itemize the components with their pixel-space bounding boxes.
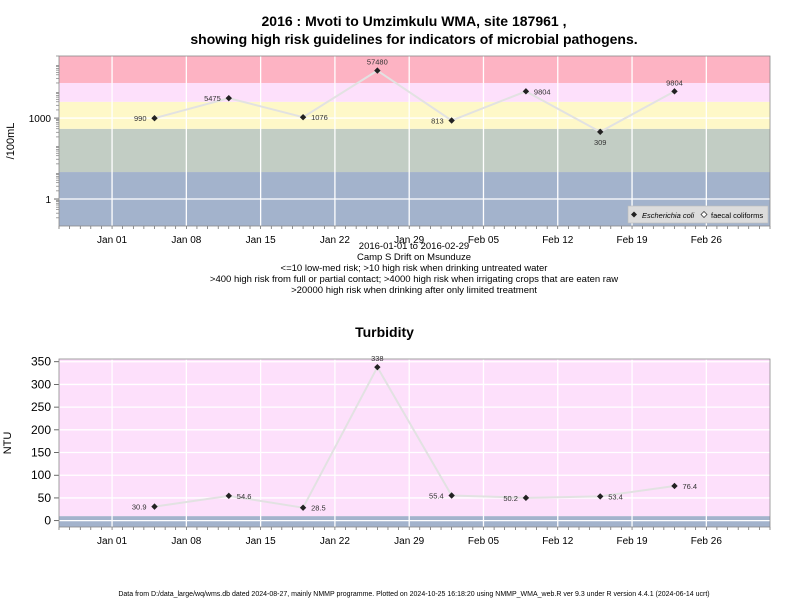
data-point xyxy=(151,114,158,122)
data-label: 54.6 xyxy=(237,492,252,501)
plot-frame xyxy=(58,358,771,528)
legend-label-faecal-coliforms: faecal coliforms xyxy=(711,211,763,220)
data-point xyxy=(225,492,232,500)
data-label: 5475 xyxy=(204,94,221,103)
legend-marker-ecoli xyxy=(631,211,637,218)
x-tick-label: Feb 12 xyxy=(542,536,574,547)
x-tick-label: Feb 05 xyxy=(468,235,500,246)
y-tick-label: 300 xyxy=(31,377,51,391)
caption-line-4: >400 high risk from full or partial cont… xyxy=(210,274,618,285)
y-tick-label: 0 xyxy=(44,514,51,528)
data-point xyxy=(151,503,158,510)
data-point xyxy=(522,88,530,95)
y-tick-label: 350 xyxy=(31,355,51,369)
y-tick-label: 1 xyxy=(45,195,51,206)
y-tick-label: 200 xyxy=(31,423,51,437)
data-point xyxy=(374,363,381,371)
turbidity-panel: Jan 01 Jan 08 Jan 15 Jan 22 Jan 29 Feb 05 Feb … xyxy=(2,324,771,547)
panel-title: Turbidity xyxy=(355,324,414,340)
y-tick-label: 50 xyxy=(38,491,52,505)
legend-marker-faecal-coliforms xyxy=(700,211,708,218)
y-tick-label: 250 xyxy=(31,400,51,414)
data-label: 309 xyxy=(594,138,607,147)
data-point xyxy=(597,128,604,136)
y-tick-label: 1000 xyxy=(29,114,52,125)
risk-band-2 xyxy=(59,128,770,173)
chart-title-line-2: showing high risk guidelines for indicat… xyxy=(190,31,637,47)
data-label: 55.4 xyxy=(429,491,444,500)
x-tick-label: Jan 29 xyxy=(394,235,424,246)
y-tick-label: 100 xyxy=(31,468,51,482)
y-axis-label: NTU xyxy=(2,432,14,455)
data-label: 990 xyxy=(134,114,147,123)
x-tick-label: Jan 01 xyxy=(97,536,127,547)
x-tick-label: Jan 22 xyxy=(320,536,350,547)
series-line xyxy=(154,69,675,133)
data-label: 50.2 xyxy=(503,494,518,503)
caption-line-1: 2016-01-01 to 2016-02-29 xyxy=(359,241,469,252)
x-tick-label: Feb 19 xyxy=(616,235,648,246)
data-label: 9804 xyxy=(534,87,551,96)
risk-band-2 xyxy=(59,359,770,517)
x-tick-label: Feb 05 xyxy=(468,536,500,547)
chart-title-line-1: 2016 : Mvoti to Umzimkulu WMA, site 1879… xyxy=(262,13,567,29)
data-label: 338 xyxy=(371,354,384,363)
x-tick-label: Feb 12 xyxy=(542,235,574,246)
footer-note: Data from D:/data_large/wq/wms.db dated … xyxy=(118,591,709,598)
data-label: 30.9 xyxy=(132,503,147,512)
x-tick-label: Jan 29 xyxy=(394,536,424,547)
data-point xyxy=(374,67,381,74)
x-tick-label: Jan 01 xyxy=(97,235,127,246)
y-axis-label: /100mL xyxy=(5,123,17,160)
x-tick-label: Feb 26 xyxy=(691,536,723,547)
risk-band-3 xyxy=(59,101,770,129)
legend-box xyxy=(627,205,769,224)
x-tick-label: Jan 08 xyxy=(171,536,201,547)
data-point xyxy=(448,117,455,124)
data-point xyxy=(448,492,455,499)
microbial-panel: Jan 01 Jan 08 Jan 15 Jan 22 Jan 29 Feb 05 Feb … xyxy=(5,55,771,246)
data-point xyxy=(671,88,678,95)
x-tick-label: Feb 19 xyxy=(616,536,648,547)
data-point xyxy=(299,114,307,121)
legend-label-ecoli: Escherichia coli xyxy=(642,211,694,220)
x-tick-label: Jan 22 xyxy=(320,235,350,246)
data-point xyxy=(299,504,307,511)
data-point xyxy=(522,494,530,502)
caption-line-3: <=10 low-med risk; >10 high risk when dr… xyxy=(281,263,548,274)
x-tick-label: Jan 15 xyxy=(246,536,276,547)
risk-band-5 xyxy=(59,56,770,83)
data-point xyxy=(671,482,678,490)
series-line xyxy=(154,365,675,509)
data-label: 53.4 xyxy=(608,492,623,501)
risk-band-1 xyxy=(59,516,770,527)
x-tick-label: Jan 08 xyxy=(171,235,201,246)
caption-line-5: >20000 high risk when drinking after onl… xyxy=(291,285,537,296)
data-label: 1076 xyxy=(311,113,328,122)
data-label: 28.5 xyxy=(311,504,326,513)
y-tick-label: 150 xyxy=(31,446,51,460)
caption-line-2: Camp S Drift on Msunduze xyxy=(357,252,471,263)
data-point xyxy=(597,493,604,500)
data-label: 9804 xyxy=(666,78,683,87)
data-point xyxy=(225,94,232,102)
data-label: 76.4 xyxy=(682,482,697,491)
data-label: 813 xyxy=(431,117,444,126)
x-tick-label: Feb 26 xyxy=(691,235,723,246)
data-label: 57480 xyxy=(367,58,388,67)
x-tick-label: Jan 15 xyxy=(246,235,276,246)
plot-frame xyxy=(58,55,771,227)
risk-band-4 xyxy=(59,82,770,102)
